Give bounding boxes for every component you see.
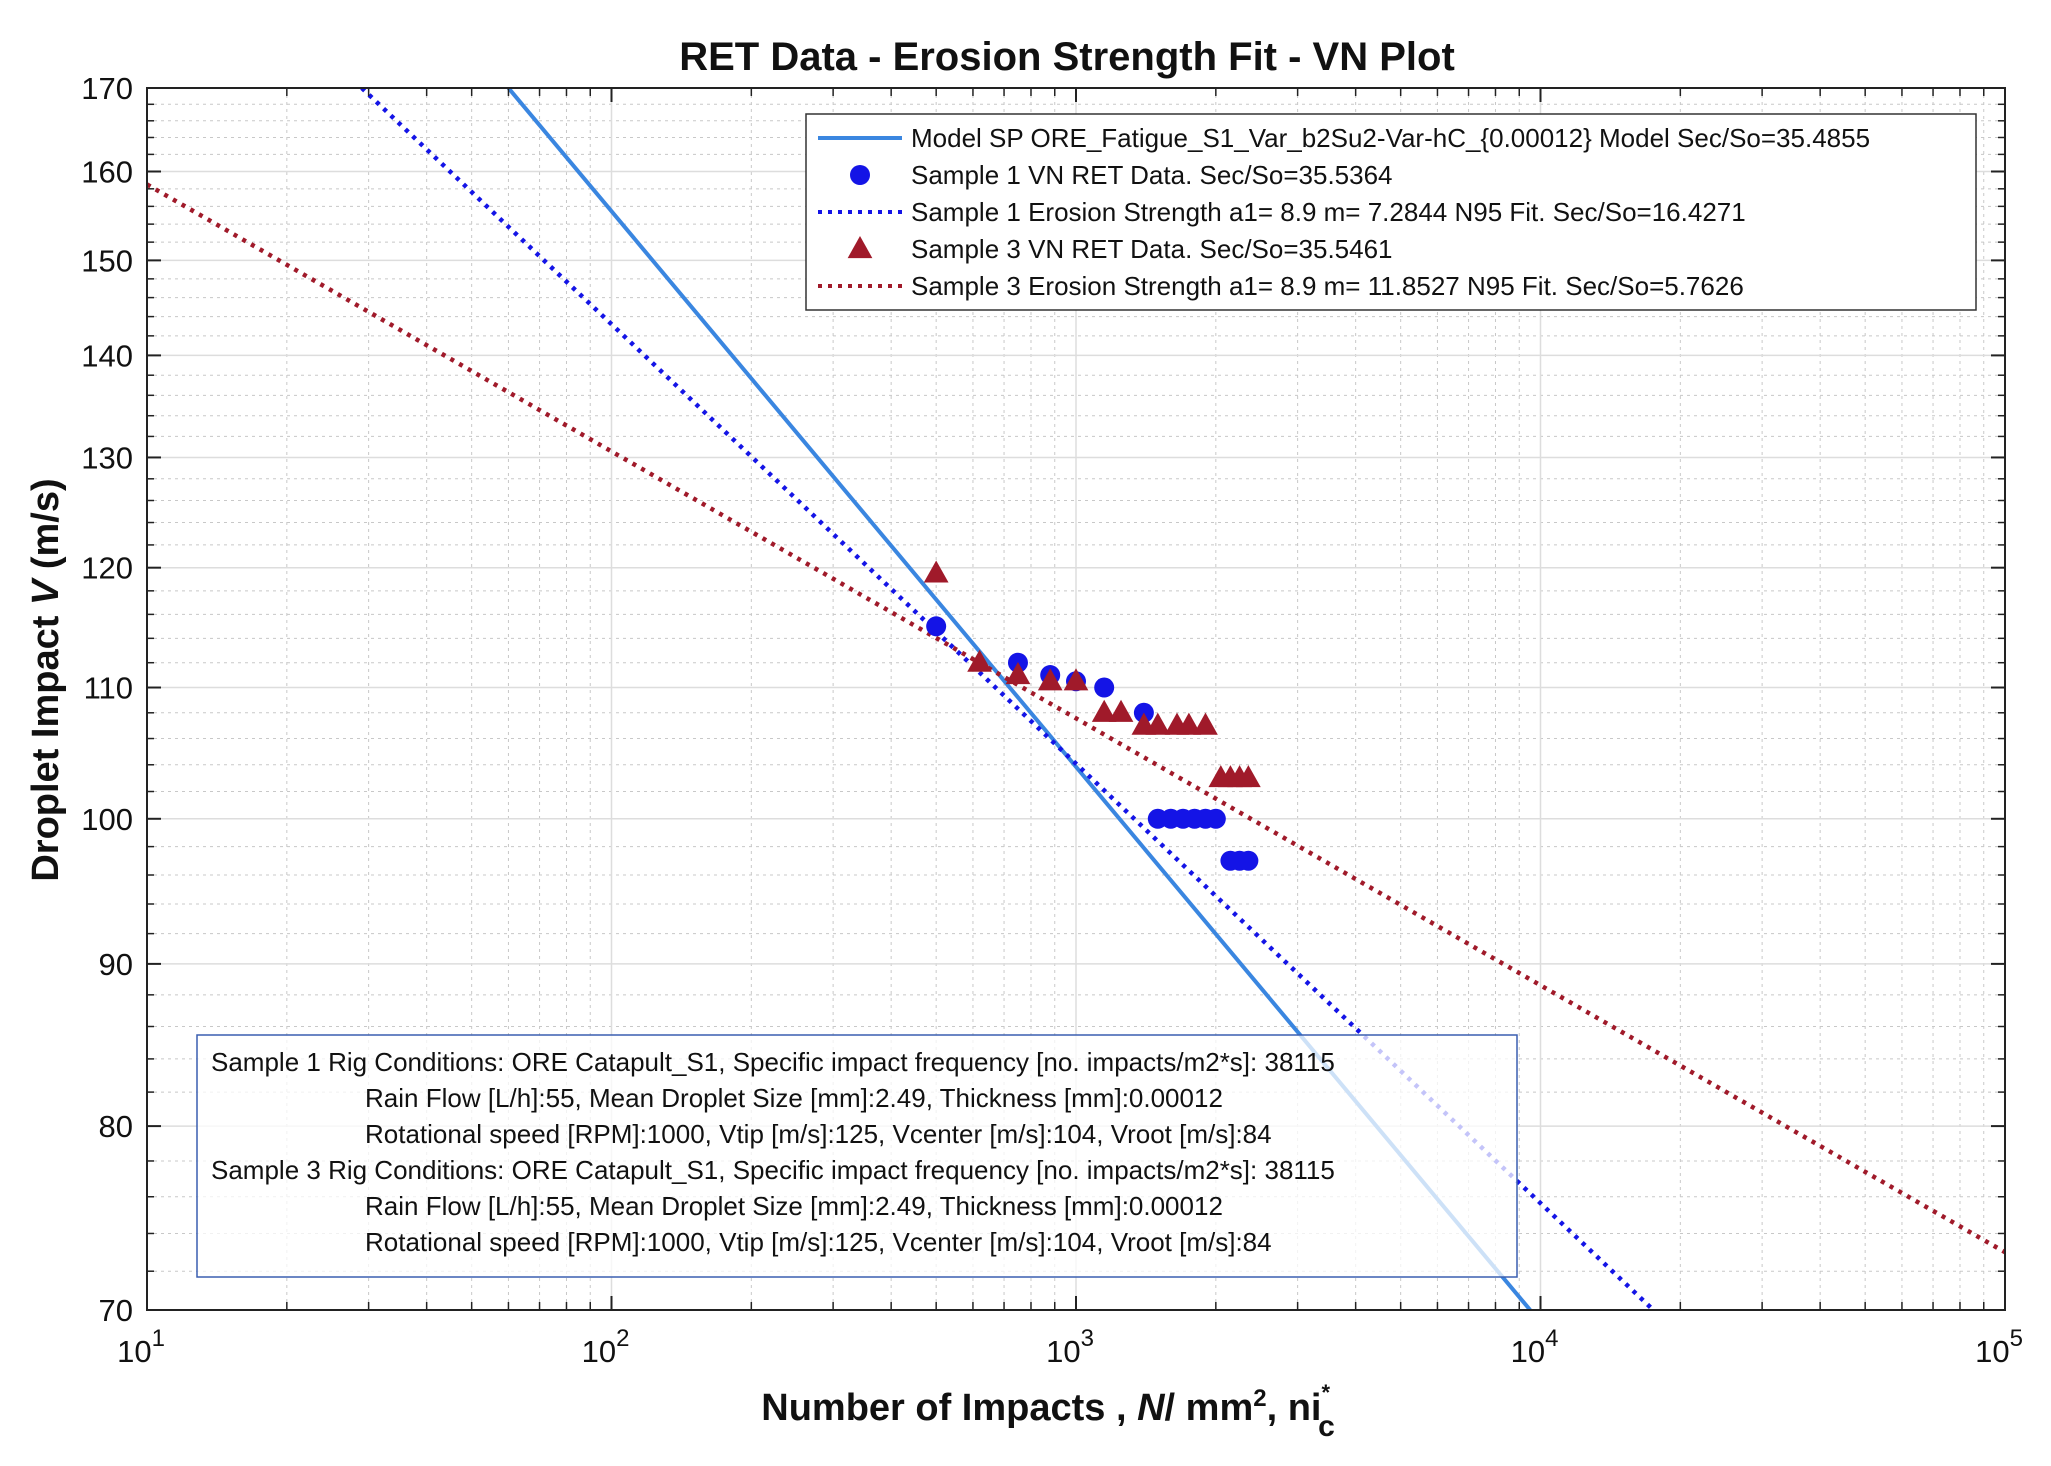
x-label-italic: N	[1137, 1387, 1166, 1429]
chart-title: RET Data - Erosion Strength Fit - VN Plo…	[679, 35, 1455, 79]
x-tick-exponent: 4	[1545, 1325, 1558, 1352]
annotation-box	[196, 1034, 1518, 1278]
annotation-line-5: Rain Flow [L/h]:55, Mean Droplet Size [m…	[365, 1191, 1223, 1221]
annotation-line-2: Rain Flow [L/h]:55, Mean Droplet Size [m…	[365, 1083, 1223, 1113]
x-label-after: , ni	[1267, 1387, 1322, 1429]
legend-box	[805, 113, 1977, 311]
x-label-star: *	[1322, 1380, 1331, 1405]
sample-3-point	[923, 560, 949, 583]
x-tick-exponent: 3	[1081, 1325, 1094, 1352]
sample-3-point	[1108, 699, 1134, 722]
y-tick-label: 160	[81, 154, 133, 189]
legend-label-4: Sample 3 VN RET Data. Sec/So=35.5461	[911, 234, 1393, 264]
sample-3-point	[1005, 662, 1031, 685]
x-tick-label: 102	[582, 1325, 630, 1369]
sample-1-point	[1094, 677, 1115, 698]
x-tick-base: 10	[582, 1334, 616, 1369]
sample-1-point	[926, 616, 947, 637]
x-tick-label: 104	[1511, 1325, 1559, 1369]
series-5-line	[147, 182, 2005, 1255]
y-tick-label: 80	[99, 1109, 133, 1144]
rig-conditions-box: Sample 1 Rig Conditions: ORE Catapult_S1…	[196, 1034, 1518, 1278]
x-tick-exponent: 2	[616, 1325, 629, 1352]
axis-ticks	[146, 87, 2006, 1311]
annotation-line-1: Sample 1 Rig Conditions: ORE Catapult_S1…	[211, 1047, 1335, 1077]
x-axis-label: Number of Impacts , N/ mm2, ni* c	[761, 1380, 1335, 1443]
x-tick-label: 101	[117, 1325, 165, 1369]
legend-swatch-4	[847, 236, 873, 259]
sample-3-point	[1063, 668, 1089, 691]
legend-label-5: Sample 3 Erosion Strength a1= 8.9 m= 11.…	[911, 271, 1744, 301]
y-tick-label: 90	[99, 947, 133, 982]
sample-3-point	[1037, 668, 1063, 691]
annotation-line-4: Sample 3 Rig Conditions: ORE Catapult_S1…	[211, 1155, 1335, 1185]
data-markers	[923, 560, 1261, 871]
x-tick-exponent: 5	[2010, 1325, 2023, 1352]
legend: Model SP ORE_Fatigue_S1_Var_b2Su2-Var-hC…	[805, 113, 1977, 311]
y-label-suffix: (m/s)	[25, 478, 67, 579]
sample-3-point	[1145, 712, 1171, 735]
x-label-prefix: Number of Impacts ,	[761, 1387, 1137, 1429]
legend-label-1: Model SP ORE_Fatigue_S1_Var_b2Su2-Var-hC…	[911, 123, 1870, 153]
sample-3-point	[1091, 699, 1117, 722]
legend-label-3: Sample 1 Erosion Strength a1= 8.9 m= 7.2…	[911, 197, 1746, 227]
x-tick-label: 105	[1975, 1325, 2023, 1369]
x-label-sub: c	[1318, 1410, 1335, 1443]
sample-3-point	[1176, 712, 1202, 735]
x-label-sup: 2	[1253, 1385, 1266, 1412]
x-tick-exponent: 1	[152, 1325, 165, 1352]
y-tick-label: 140	[81, 338, 133, 373]
y-tick-label: 70	[99, 1293, 133, 1328]
sample-1-point	[1205, 808, 1226, 829]
x-tick-base: 10	[1511, 1334, 1545, 1369]
y-label-italic: V	[25, 577, 67, 605]
annotation-line-6: Rotational speed [RPM]:1000, Vtip [m/s]:…	[365, 1227, 1272, 1257]
sample-3-point	[1193, 712, 1218, 735]
tick-labels: 101 102 103 104 1057080901001101201301401501…	[81, 71, 2023, 1369]
legend-label-2: Sample 1 VN RET Data. Sec/So=35.5364	[911, 160, 1393, 190]
legend-swatch-2	[850, 165, 870, 185]
x-tick-base: 10	[1046, 1334, 1080, 1369]
x-tick-label: 103	[1046, 1325, 1094, 1369]
y-tick-label: 120	[81, 551, 133, 586]
y-tick-label: 110	[84, 671, 133, 706]
sample-1-point	[1238, 850, 1259, 871]
x-tick-base: 10	[1975, 1334, 2009, 1369]
y-tick-label: 150	[81, 243, 133, 278]
y-tick-label: 170	[81, 71, 133, 106]
sample-3-point	[967, 649, 992, 672]
sample-3-point	[1236, 765, 1261, 788]
y-tick-label: 100	[81, 802, 133, 837]
y-label-prefix: Droplet Impact	[25, 605, 67, 882]
annotation-line-3: Rotational speed [RPM]:1000, Vtip [m/s]:…	[365, 1119, 1272, 1149]
x-tick-base: 10	[117, 1334, 151, 1369]
y-axis-label: Droplet Impact V (m/s)	[25, 478, 67, 881]
y-tick-label: 130	[81, 440, 133, 475]
x-label-mid: / mm	[1165, 1387, 1254, 1429]
